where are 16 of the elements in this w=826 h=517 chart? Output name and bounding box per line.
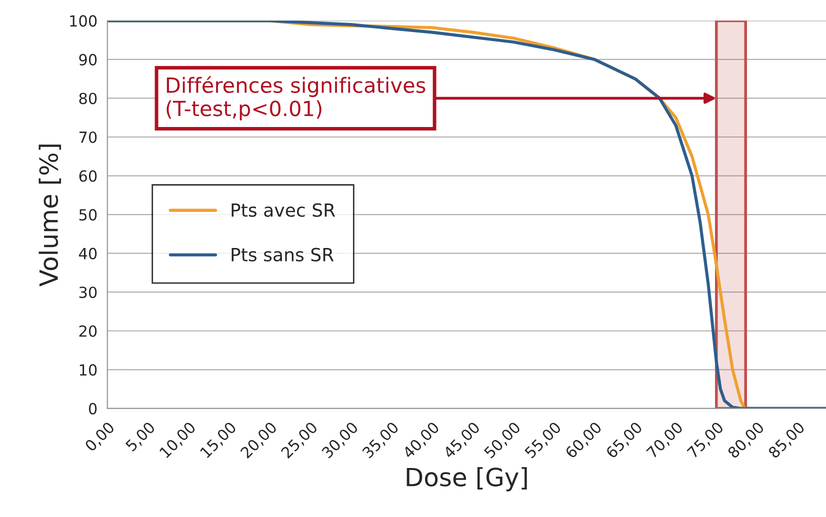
y-tick-label: 100	[70, 15, 97, 27]
y-tick-label: 30	[79, 286, 97, 298]
y-tick-label: 90	[79, 54, 97, 66]
y-tick-label: 0	[88, 402, 97, 414]
y-axis-title: Volume [%]	[38, 144, 62, 286]
y-tick-label: 70	[79, 131, 97, 144]
legend-label: Pts sans SR	[232, 248, 334, 262]
y-tick-label: 50	[79, 209, 97, 221]
y-tick-label: 60	[79, 170, 97, 182]
y-tick-label: 80	[79, 92, 97, 104]
legend-label: Pts avec SR	[232, 203, 336, 217]
y-tick-label: 20	[79, 325, 97, 337]
annotation: Différences significatives (T-test,p<0.01)	[166, 76, 426, 120]
x-axis-title: Dose [Gy]	[406, 467, 527, 492]
y-tick-label: 40	[78, 248, 97, 260]
y-tick-label: 10	[80, 364, 97, 376]
